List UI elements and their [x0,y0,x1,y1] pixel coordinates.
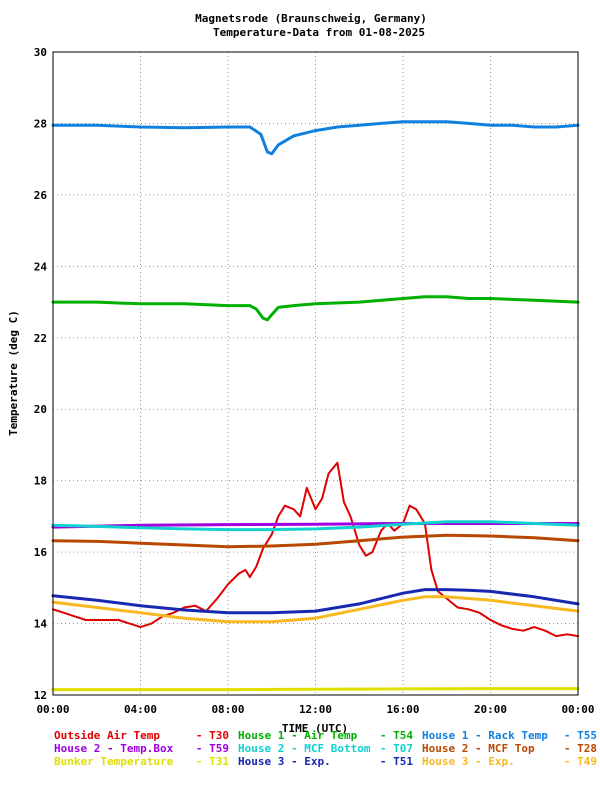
y-axis-label: Temperature (deg C) [7,310,20,436]
series-line-t59 [51,522,580,529]
legend: Outside Air Temp - T30 House 1 - Air Temp -… [54,729,597,768]
legend-code: - T30 [196,729,229,742]
x-axis-label: TIME (UTC) [282,722,348,735]
x-tick-label: 00:00 [36,703,69,716]
x-tick-label: 08:00 [211,703,244,716]
x-tick-label: 20:00 [474,703,507,716]
y-tick-label: 12 [34,689,47,702]
legend-code: - T31 [196,755,229,768]
legend-code: - T59 [196,742,229,755]
y-tick-label: 30 [34,46,47,59]
series-line-t51 [51,588,580,615]
legend-code: - T54 [380,729,413,742]
legend-name: House 2 - MCF Bottom [238,742,371,755]
legend-name: House 2 - MCF Top [422,742,535,755]
chart-title: Magnetsrode (Braunschweig, Germany) [195,12,427,25]
legend-code: - T55 [564,729,597,742]
legend-name: Outside Air Temp [54,729,160,742]
legend-code: - T07 [380,742,413,755]
legend-name: House 1 - Air Temp [238,729,358,742]
legend-code: - T28 [564,742,597,755]
series-line-t28 [51,533,580,549]
legend-code: - T51 [380,755,413,768]
gridlines [53,52,578,695]
legend-name: House 3 - Exp. [422,755,515,768]
series-line-t55 [51,120,580,156]
series-line-t31 [51,687,580,692]
y-tick-label: 16 [34,546,48,559]
x-tick-label: 16:00 [386,703,419,716]
x-tick-label: 04:00 [124,703,157,716]
legend-name: Bunker Temperature [54,755,174,768]
x-tick-label: 12:00 [299,703,332,716]
series-lines [51,120,580,692]
y-tick-label: 18 [34,475,47,488]
y-tick-label: 24 [34,260,48,273]
plot-area-frame [52,51,579,696]
chart-subtitle: Temperature-Data from 01-08-2025 [213,26,425,39]
tick-labels: 00:00 04:00 08:00 12:00 16:00 20:00 00:0012141… [34,46,595,716]
y-tick-label: 22 [34,332,47,345]
legend-name: House 3 - Exp. [238,755,331,768]
x-tick-label: 00:00 [561,703,594,716]
y-tick-label: 26 [34,189,48,202]
legend-name: House 1 - Rack Temp [422,729,548,742]
series-line-t30 [52,461,579,638]
legend-name: House 2 - Temp.Box [54,742,174,755]
y-tick-label: 20 [34,403,47,416]
series-line-t54 [51,295,580,322]
y-tick-label: 14 [34,618,48,631]
legend-code: - T49 [564,755,597,768]
y-tick-label: 28 [34,117,47,130]
series-line-t07 [51,520,580,532]
series-line-t49 [51,595,580,624]
